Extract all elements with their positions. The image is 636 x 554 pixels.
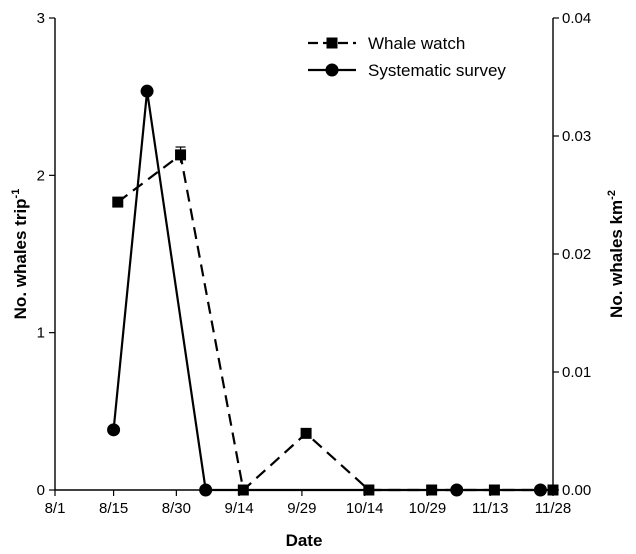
systematic-survey-point xyxy=(450,483,464,497)
legend-whale-watch-marker xyxy=(326,37,338,49)
x-tick-label: 10/29 xyxy=(409,500,447,517)
x-axis-title: Date xyxy=(286,531,323,550)
systematic-survey-point xyxy=(199,483,213,497)
y-left-tick-label: 2 xyxy=(37,167,45,184)
legend-systematic-survey-marker xyxy=(325,63,339,77)
y-right-tick-label: 0.02 xyxy=(562,246,591,263)
systematic-survey-point xyxy=(140,84,154,98)
y-left-tick-label: 3 xyxy=(37,10,45,27)
y-left-axis-title-superscript: -1 xyxy=(10,189,22,199)
y-left-tick-label: 1 xyxy=(37,325,45,342)
y-left-tick-label: 0 xyxy=(37,482,45,499)
y-right-tick-label: 0.04 xyxy=(562,10,591,27)
y-right-tick-label: 0.01 xyxy=(562,364,591,381)
x-tick-label: 8/1 xyxy=(45,500,66,517)
x-tick-label: 8/15 xyxy=(99,500,128,517)
y-right-axis-title-superscript: -2 xyxy=(606,190,618,200)
systematic-survey-point xyxy=(107,423,121,437)
axis-titles: Date No. whales trip-1 No. whales km-2 xyxy=(10,189,626,550)
whale-watch-point xyxy=(547,484,559,496)
whale-watch-line xyxy=(117,152,553,493)
x-tick-label: 8/30 xyxy=(162,500,191,517)
x-tick-label: 11/13 xyxy=(472,500,508,517)
y-right-axis-title-text: No. whales km xyxy=(607,200,626,318)
legend: Whale watch Systematic survey xyxy=(308,34,506,80)
whale-watch-point xyxy=(300,427,312,439)
y-left-axis-title-text: No. whales trip xyxy=(11,198,30,319)
axes-layer: 0 1 2 3 0.00 0.01 0.02 0.03 0.04 8/1 8/15 8/30 9/14 9… xyxy=(37,10,592,517)
y-right-tick-label: 0.00 xyxy=(562,482,591,499)
legend-systematic-survey-label: Systematic survey xyxy=(368,61,506,80)
series-layer xyxy=(107,84,559,497)
x-tick-label: 9/14 xyxy=(225,500,254,517)
x-tick-label: 10/14 xyxy=(346,500,384,517)
y-right-axis-title: No. whales km-2 xyxy=(606,190,626,318)
y-right-tick-label: 0.03 xyxy=(562,128,591,145)
systematic-survey-point xyxy=(533,483,547,497)
x-tick-label: 11/28 xyxy=(535,500,571,517)
x-tick-label: 9/29 xyxy=(287,500,316,517)
y-left-axis-title: No. whales trip-1 xyxy=(10,189,30,320)
whale-watch-point xyxy=(175,149,187,161)
whale-watch-point xyxy=(112,196,124,208)
legend-whale-watch-label: Whale watch xyxy=(368,34,465,53)
